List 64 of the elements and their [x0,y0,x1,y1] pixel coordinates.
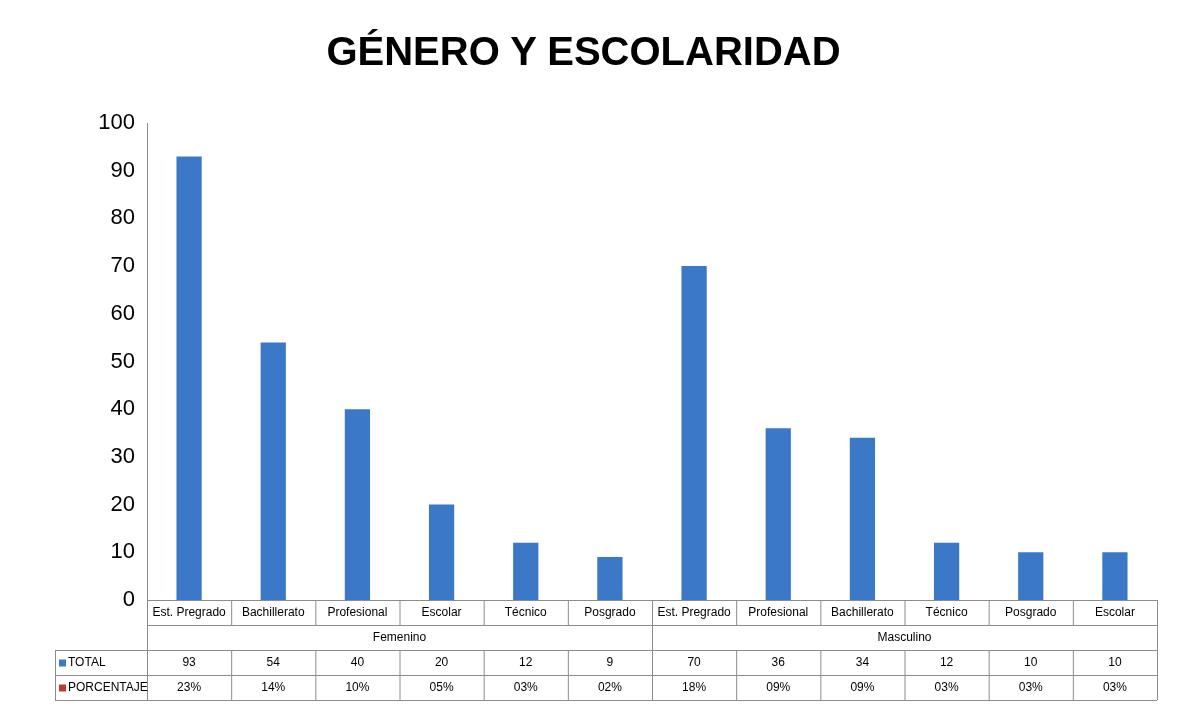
x-tick-label: Bachillerato [241,604,305,619]
y-tick-label: 90 [110,156,135,182]
text: Masculino [877,629,932,644]
bar [513,542,539,600]
x-tick-label: Bachillerato [831,604,895,619]
x-tick-label: Técnico [504,604,548,619]
data-label: 36 [771,654,786,669]
bar [344,409,371,600]
x-tick-label: Escolar [421,604,462,619]
legend-label: TOTAL [68,654,106,669]
text: Femenino [372,629,427,644]
bar [1102,552,1128,600]
x-tick-label: Est. Pregrado [657,604,732,619]
data-label: 9 [606,654,614,669]
x-tick-label: Profesional [748,604,809,619]
bar [765,428,791,600]
y-tick-label: 10 [110,538,135,564]
text: 09% [850,679,875,694]
data-label: 70 [687,654,702,669]
x-tick-label: Posgrado [584,604,636,619]
bar [597,557,623,600]
text: 03% [934,679,959,694]
bar [260,342,286,600]
y-tick-label: 50 [110,347,135,373]
chart-title: GÉNERO Y ESCOLARIDAD [326,29,841,74]
data-label: 40 [350,654,365,669]
y-tick-label: 70 [110,252,135,278]
y-tick-label: 100 [98,109,135,135]
y-tick-label: 30 [110,442,135,468]
y-tick-label: 0 [122,586,135,612]
y-tick-label: 60 [110,299,135,325]
text: 03% [1018,679,1043,694]
x-tick-label: Técnico [925,604,968,619]
y-tick-label: 80 [110,204,135,230]
data-label: 34 [855,654,870,669]
text: 03% [1102,679,1127,694]
bar [428,504,455,600]
bar [849,437,876,600]
bar [681,266,707,600]
x-tick-label: Profesional [327,604,388,619]
data-label: 10 [1024,654,1038,669]
data-label: 20 [434,654,449,669]
text: 05% [429,679,454,694]
x-tick-label: Est. Pregrado [152,604,227,619]
x-tick-label: Posgrado [1005,604,1057,619]
text: 14% [261,679,286,694]
text: 02% [597,679,622,694]
y-tick-label: 40 [110,395,135,421]
bar [176,156,202,600]
text: 10% [345,679,370,694]
legend-label: PORCENTAJE [68,679,148,694]
data-label: 54 [266,654,281,669]
data-label: 12 [939,654,954,669]
y-tick-label: 20 [110,490,135,516]
data-label: 12 [519,654,533,669]
text: 18% [682,679,707,694]
bar [1018,552,1044,600]
x-tick-label: Escolar [1094,604,1135,619]
text: 23% [177,679,202,694]
data-label: 93 [182,654,197,669]
text: 03% [513,679,538,694]
text: 09% [766,679,791,694]
bar [933,542,960,600]
data-label: 10 [1108,654,1122,669]
